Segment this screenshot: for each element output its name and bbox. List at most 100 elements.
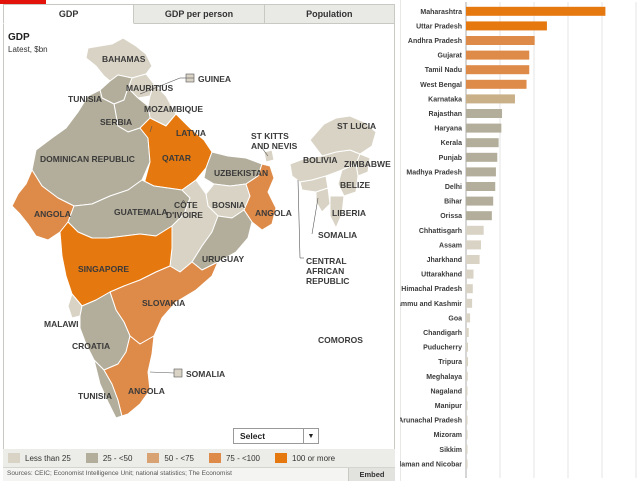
region-puducherry-marker[interactable] bbox=[173, 368, 183, 378]
legend-label: 25 - <50 bbox=[102, 453, 133, 463]
label-singapore: SINGAPORE bbox=[78, 264, 129, 274]
legend-label: Less than 25 bbox=[25, 453, 71, 463]
region-goa[interactable] bbox=[67, 293, 83, 319]
india-map: BAHAMAS GUINEA TUNISIA MAURITIUS MOZAMBI… bbox=[11, 37, 391, 419]
leader-line bbox=[149, 125, 153, 133]
map-panel bbox=[3, 24, 395, 464]
label-croatia: CROATIA bbox=[72, 341, 110, 351]
bar[interactable] bbox=[466, 444, 468, 454]
tab-population[interactable]: Population bbox=[264, 4, 395, 24]
bar-label: Karnataka bbox=[428, 96, 462, 103]
legend-swatch bbox=[85, 453, 98, 463]
region-orissa[interactable] bbox=[191, 209, 253, 271]
region-sikkim[interactable] bbox=[263, 149, 275, 163]
bar[interactable] bbox=[466, 313, 471, 323]
label-bahamas: BAHAMAS bbox=[102, 54, 146, 64]
region-west-bengal[interactable] bbox=[243, 163, 277, 231]
bar[interactable] bbox=[466, 152, 498, 162]
bar[interactable] bbox=[466, 240, 481, 250]
label-st-kitts-line2: AND NEVIS bbox=[251, 141, 298, 151]
leader-line bbox=[261, 147, 269, 157]
label-tunisia-south: TUNISIA bbox=[78, 391, 112, 401]
legend-label: 75 - <100 bbox=[225, 453, 260, 463]
legend-item: 100 or more bbox=[275, 453, 335, 463]
bar[interactable] bbox=[466, 6, 606, 16]
region-manipur[interactable] bbox=[337, 163, 359, 197]
label-qatar: QATAR bbox=[162, 153, 191, 163]
bar[interactable] bbox=[466, 342, 469, 352]
legend-swatch bbox=[275, 453, 287, 463]
leader-line bbox=[311, 197, 319, 235]
tab-gdp-per-person[interactable]: GDP per person bbox=[134, 4, 265, 24]
bar[interactable] bbox=[466, 79, 527, 89]
embed-button[interactable]: Embed bbox=[348, 468, 395, 481]
bar-label: Goa bbox=[448, 315, 462, 322]
bar-label: Delhi bbox=[445, 184, 462, 191]
bar[interactable] bbox=[466, 50, 530, 60]
bar[interactable] bbox=[466, 386, 468, 396]
bar[interactable] bbox=[466, 415, 468, 425]
legend-label: 100 or more bbox=[292, 453, 336, 463]
label-st-lucia: ST LUCIA bbox=[337, 121, 376, 131]
bar[interactable] bbox=[466, 21, 547, 31]
bar[interactable] bbox=[466, 94, 515, 104]
legend-item: 50 - <75 bbox=[147, 453, 194, 463]
bar[interactable] bbox=[466, 211, 492, 221]
bar[interactable] bbox=[466, 459, 468, 469]
bar[interactable] bbox=[466, 196, 494, 206]
region-uttar-pradesh[interactable] bbox=[139, 113, 213, 191]
label-zimbabwe: ZIMBABWE bbox=[344, 159, 391, 169]
region-mizoram[interactable] bbox=[329, 195, 345, 229]
bar[interactable] bbox=[466, 225, 484, 235]
brand-accent-bar bbox=[0, 0, 46, 4]
bar-label: Chhattisgarh bbox=[419, 228, 462, 235]
bar-label: Haryana bbox=[434, 126, 462, 133]
label-uruguay: URUGUAY bbox=[202, 254, 245, 264]
bar-label: Uttar Pradesh bbox=[416, 23, 462, 30]
bar[interactable] bbox=[466, 298, 473, 308]
bar[interactable] bbox=[466, 357, 469, 367]
chevron-down-icon[interactable]: ▼ bbox=[303, 429, 318, 443]
bar[interactable] bbox=[466, 138, 499, 148]
region-gujarat[interactable] bbox=[11, 169, 75, 241]
bar[interactable] bbox=[466, 123, 502, 133]
bar[interactable] bbox=[466, 167, 496, 177]
label-car-line3: REPUBLIC bbox=[306, 276, 349, 286]
bar[interactable] bbox=[466, 65, 530, 75]
bar[interactable] bbox=[466, 36, 535, 45]
label-bosnia: BOSNIA bbox=[212, 200, 245, 210]
legend-item: Less than 25 bbox=[8, 453, 71, 463]
bar[interactable] bbox=[466, 371, 468, 381]
sources-note: Sources: CEIC; Economist Intelligence Un… bbox=[7, 470, 232, 477]
label-comoros: COMOROS bbox=[318, 335, 363, 345]
bar[interactable] bbox=[466, 269, 474, 279]
bar-label: Manipur bbox=[435, 403, 462, 410]
label-latvia: LATVIA bbox=[176, 128, 206, 138]
bar[interactable] bbox=[466, 430, 468, 440]
region-tripura[interactable] bbox=[315, 187, 331, 213]
bar-label: Tamil Nadu bbox=[425, 67, 462, 74]
bar[interactable] bbox=[466, 109, 503, 118]
bar-label: Andhra Pradesh bbox=[408, 38, 462, 45]
bar-label: Sikkim bbox=[439, 447, 462, 454]
bar-label: Gujarat bbox=[437, 53, 462, 60]
bar[interactable] bbox=[466, 182, 496, 191]
region-select-dropdown[interactable]: Select ▼ bbox=[233, 428, 319, 444]
bar[interactable] bbox=[466, 328, 469, 337]
bar[interactable] bbox=[466, 284, 473, 294]
bar[interactable] bbox=[466, 401, 468, 410]
label-angola-south: ANGOLA bbox=[128, 386, 165, 396]
bar-chart-panel: Maharashtra Uttar Pradesh Andhra Pradesh Gu… bbox=[400, 0, 640, 481]
label-bolivia: BOLIVIA bbox=[303, 155, 337, 165]
bar-label: Maharashtra bbox=[420, 9, 462, 16]
tab-gdp[interactable]: GDP bbox=[3, 4, 135, 24]
bar-label: West Bengal bbox=[420, 82, 462, 89]
bar-label: Madhya Pradesh bbox=[406, 169, 462, 176]
region-arunachal-pradesh[interactable] bbox=[309, 115, 377, 157]
label-somalia-northeast: SOMALIA bbox=[318, 230, 357, 240]
bar-label: Chandigarh bbox=[423, 330, 462, 337]
region-tamil-nadu[interactable] bbox=[103, 335, 155, 417]
label-uzbekistan: UZBEKISTAN bbox=[214, 168, 268, 178]
bar-label: Tripura bbox=[438, 359, 462, 366]
bar[interactable] bbox=[466, 255, 480, 264]
